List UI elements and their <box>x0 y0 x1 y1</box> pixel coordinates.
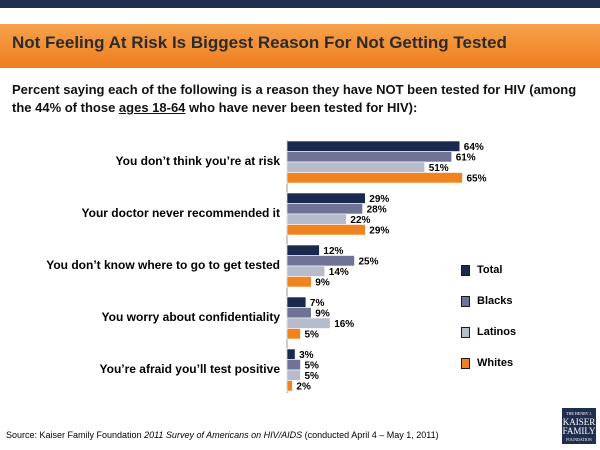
bar-latinos-you-re-afraid-you-ll-test-positive <box>286 369 301 381</box>
bar-blacks-you-worry-about-confidentiality <box>286 307 312 319</box>
bar-blacks-you-re-afraid-you-ll-test-positive <box>286 359 301 371</box>
bar-total-you-worry-about-confidentiality <box>286 296 307 308</box>
category-label-you-worry-about-confidentiality: You worry about confidentiality <box>101 310 280 324</box>
data-label-whites-you-don-t-think-you-re-at-risk: 65% <box>467 174 487 185</box>
data-label-blacks-you-worry-about-confidentiality: 9% <box>315 309 330 320</box>
data-label-latinos-your-doctor-never-recommended-it: 22% <box>350 215 370 226</box>
data-label-whites-you-worry-about-confidentiality: 5% <box>305 330 320 341</box>
bar-latinos-you-don-t-know-where-to-go-to-get-tested <box>286 265 326 277</box>
source-prefix: Source: Kaiser Family Foundation <box>6 430 145 440</box>
bar-whites-your-doctor-never-recommended-it <box>286 224 366 236</box>
category-label-your-doctor-never-recommended-it: Your doctor never recommended it <box>81 206 281 220</box>
top-bar-accent <box>0 8 600 14</box>
data-label-blacks-your-doctor-never-recommended-it: 28% <box>367 205 387 216</box>
bar-total-you-don-t-think-you-re-at-risk <box>286 140 461 152</box>
data-label-total-you-don-t-know-where-to-go-to-get-tested: 12% <box>323 246 343 257</box>
bar-blacks-your-doctor-never-recommended-it <box>286 203 363 215</box>
source-note: Source: Kaiser Family Foundation 2011 Su… <box>6 430 439 440</box>
bar-latinos-you-worry-about-confidentiality <box>286 317 331 329</box>
legend-label-total: Total <box>477 264 503 276</box>
data-label-latinos-you-don-t-know-where-to-go-to-get-tested: 14% <box>329 267 349 278</box>
data-label-total-your-doctor-never-recommended-it: 29% <box>369 194 389 205</box>
category-label-you-re-afraid-you-ll-test-positive: You’re afraid you’ll test positive <box>99 362 281 376</box>
bar-blacks-you-don-t-think-you-re-at-risk <box>286 151 452 163</box>
bar-latinos-you-don-t-think-you-re-at-risk <box>286 161 425 173</box>
legend-label-blacks: Blacks <box>477 295 513 307</box>
category-label-you-don-t-know-where-to-go-to-get-tested: You don’t know where to go to get tested <box>46 258 280 272</box>
data-label-whites-you-re-afraid-you-ll-test-positive: 2% <box>296 382 311 393</box>
chart-subtitle: Percent saying each of the following is … <box>12 81 592 117</box>
category-label-you-don-t-think-you-re-at-risk: You don’t think you’re at risk <box>115 154 280 168</box>
legend-swatch-latinos <box>461 327 470 338</box>
data-label-latinos-you-worry-about-confidentiality: 16% <box>334 319 354 330</box>
legend-label-latinos: Latinos <box>477 326 517 338</box>
logo-line4: FOUNDATION <box>566 437 592 442</box>
data-label-whites-your-doctor-never-recommended-it: 29% <box>369 226 389 237</box>
subtitle-part2: who have never been tested for HIV): <box>185 100 418 115</box>
subtitle-underlined: ages 18-64 <box>118 100 186 115</box>
logo-line2: KAISER <box>562 417 596 427</box>
bar-whites-you-worry-about-confidentiality <box>286 328 301 340</box>
legend-swatch-total <box>461 265 470 276</box>
bar-whites-you-don-t-think-you-re-at-risk <box>286 172 463 184</box>
legend-swatch-whites <box>461 358 470 369</box>
data-label-blacks-you-don-t-know-where-to-go-to-get-tested: 25% <box>359 257 379 268</box>
chart-title: Not Feeling At Risk Is Biggest Reason Fo… <box>12 33 507 52</box>
bar-whites-you-don-t-know-where-to-go-to-get-tested <box>286 276 312 288</box>
logo-line3: FAMILY <box>562 426 596 436</box>
header-band <box>0 24 600 68</box>
kff-logo: THE HENRY J. KAISER FAMILY FOUNDATION <box>562 408 596 444</box>
bar-whites-you-re-afraid-you-ll-test-positive <box>286 380 293 392</box>
data-label-latinos-you-don-t-think-you-re-at-risk: 51% <box>429 163 449 174</box>
legend-swatch-blacks <box>461 296 470 307</box>
legend-item-latinos: Latinos <box>461 326 561 340</box>
data-label-total-you-don-t-think-you-re-at-risk: 64% <box>464 142 484 153</box>
data-label-blacks-you-re-afraid-you-ll-test-positive: 5% <box>305 361 320 372</box>
data-label-total-you-re-afraid-you-ll-test-positive: 3% <box>299 350 314 361</box>
data-label-total-you-worry-about-confidentiality: 7% <box>310 298 325 309</box>
source-italic: 2011 Survey of Americans on HIV/AIDS <box>144 430 303 440</box>
legend-item-total: Total <box>461 264 561 278</box>
bar-latinos-your-doctor-never-recommended-it <box>286 213 347 225</box>
legend-item-whites: Whites <box>461 357 561 371</box>
top-bar <box>0 0 600 8</box>
legend-label-whites: Whites <box>477 357 514 369</box>
bar-total-you-re-afraid-you-ll-test-positive <box>286 348 296 360</box>
data-label-blacks-you-don-t-think-you-re-at-risk: 61% <box>456 153 476 164</box>
bar-total-your-doctor-never-recommended-it <box>286 192 366 204</box>
legend-item-blacks: Blacks <box>461 295 561 309</box>
source-suffix: (conducted April 4 – May 1, 2011) <box>302 430 439 440</box>
logo-line1: THE HENRY J. <box>566 411 592 416</box>
bar-blacks-you-don-t-know-where-to-go-to-get-tested <box>286 255 355 267</box>
data-label-latinos-you-re-afraid-you-ll-test-positive: 5% <box>305 371 320 382</box>
subtitle-part1: Percent saying each of the following is … <box>12 82 577 115</box>
data-label-whites-you-don-t-know-where-to-go-to-get-tested: 9% <box>315 278 330 289</box>
bar-total-you-don-t-know-where-to-go-to-get-tested <box>286 244 320 256</box>
